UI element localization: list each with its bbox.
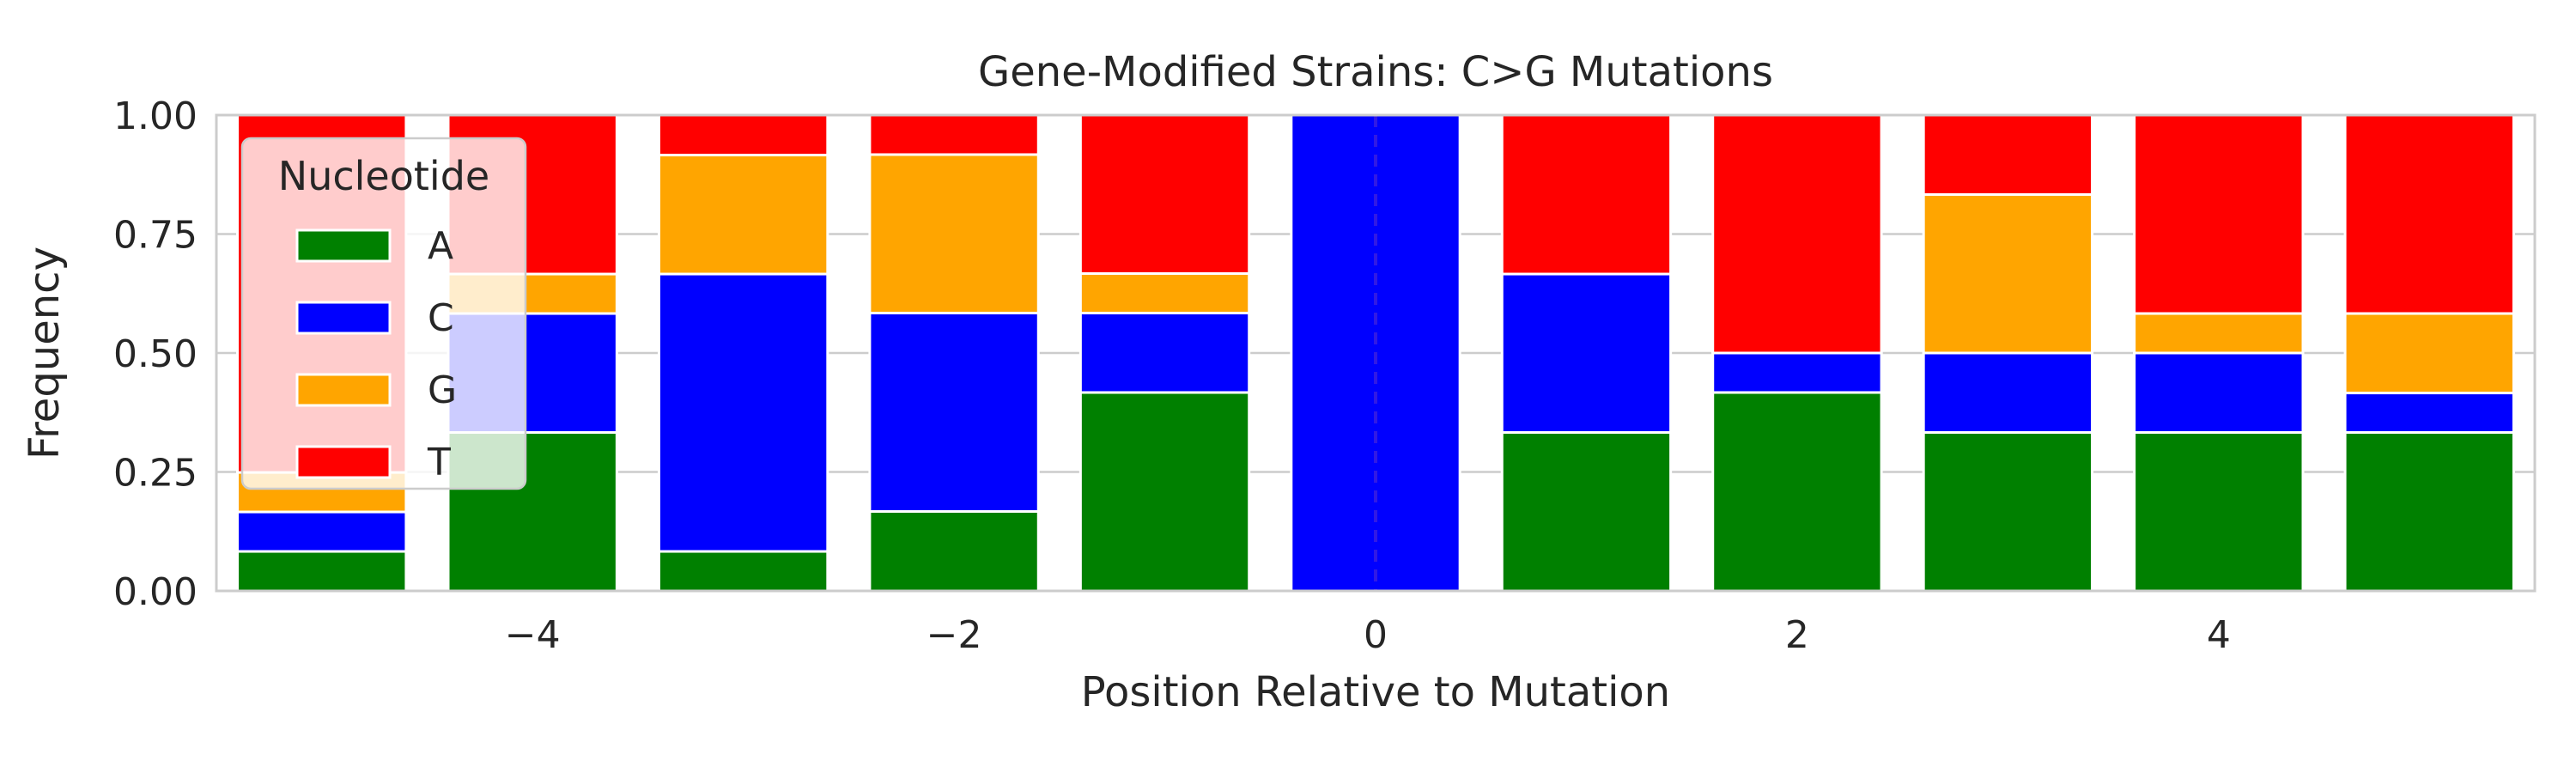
- bar-T-pos-3: [1922, 113, 2094, 197]
- bar-C-pos--1: [1078, 311, 1251, 394]
- bar-C-pos--5: [236, 510, 408, 553]
- bar-A-pos-3: [1922, 431, 2094, 593]
- bar-C-pos-2: [1711, 351, 1883, 394]
- y-tick-label-2: 0.50: [113, 332, 197, 376]
- bar-A-pos-4: [2133, 431, 2305, 593]
- bar-A-pos--2: [868, 509, 1040, 593]
- bar-T-pos-5: [2343, 113, 2515, 315]
- legend-label-C: C: [428, 296, 454, 340]
- chart-title: Gene-Modified Strains: C>G Mutations: [978, 48, 1773, 96]
- bar-T-pos--2: [868, 113, 1040, 156]
- bar-C-pos-1: [1500, 272, 1673, 435]
- bar-C-pos--2: [868, 311, 1040, 513]
- bar-T-pos--1: [1078, 113, 1251, 275]
- bar-G-pos--3: [657, 154, 829, 276]
- bar-C-pos-4: [2133, 351, 2305, 435]
- y-tick-label-3: 0.75: [113, 214, 197, 258]
- bar-A-pos-5: [2343, 431, 2515, 593]
- bar-A-pos--5: [236, 550, 408, 593]
- legend-swatch-A: [295, 228, 392, 263]
- plot-frame: [215, 113, 2537, 593]
- x-tick-label-1: −2: [927, 613, 982, 657]
- y-tick-label-1: 0.25: [113, 452, 197, 496]
- bar-G-pos--2: [868, 153, 1040, 314]
- legend-label-G: G: [428, 368, 457, 412]
- bar-T-pos--3: [657, 113, 829, 157]
- y-tick-label-4: 1.00: [113, 94, 197, 138]
- bar-C-pos-3: [1922, 351, 2094, 435]
- y-axis-label: Frequency: [21, 247, 69, 460]
- legend-label-T: T: [427, 441, 451, 484]
- bar-A-pos--1: [1078, 391, 1251, 593]
- bar-T-pos-2: [1711, 113, 1883, 355]
- legend-label-A: A: [428, 224, 453, 268]
- x-tick-label-0: −4: [505, 613, 561, 657]
- legend-title: Nucleotide: [278, 153, 489, 199]
- x-axis-label: Position Relative to Mutation: [1081, 668, 1670, 716]
- bar-G-pos-5: [2343, 312, 2515, 395]
- bar-G-pos-3: [1922, 193, 2094, 355]
- x-tick-label-3: 2: [1785, 613, 1809, 657]
- bar-G-pos-4: [2133, 312, 2305, 355]
- bar-A-pos-1: [1500, 431, 1673, 593]
- bar-A-pos--3: [657, 550, 829, 593]
- bar-C-pos--3: [657, 272, 829, 553]
- bar-C-pos-5: [2343, 392, 2515, 435]
- x-tick-label-2: 0: [1364, 613, 1388, 657]
- legend-swatch-C: [295, 301, 392, 335]
- bar-T-pos-1: [1500, 113, 1673, 276]
- x-tick-label-4: 4: [2207, 613, 2231, 657]
- bar-G-pos--1: [1078, 271, 1251, 314]
- legend-swatch-T: [295, 445, 392, 479]
- y-tick-label-0: 0.00: [113, 570, 197, 614]
- legend-swatch-G: [295, 373, 392, 407]
- bar-A-pos-2: [1711, 391, 1883, 593]
- bar-T-pos-4: [2133, 113, 2305, 315]
